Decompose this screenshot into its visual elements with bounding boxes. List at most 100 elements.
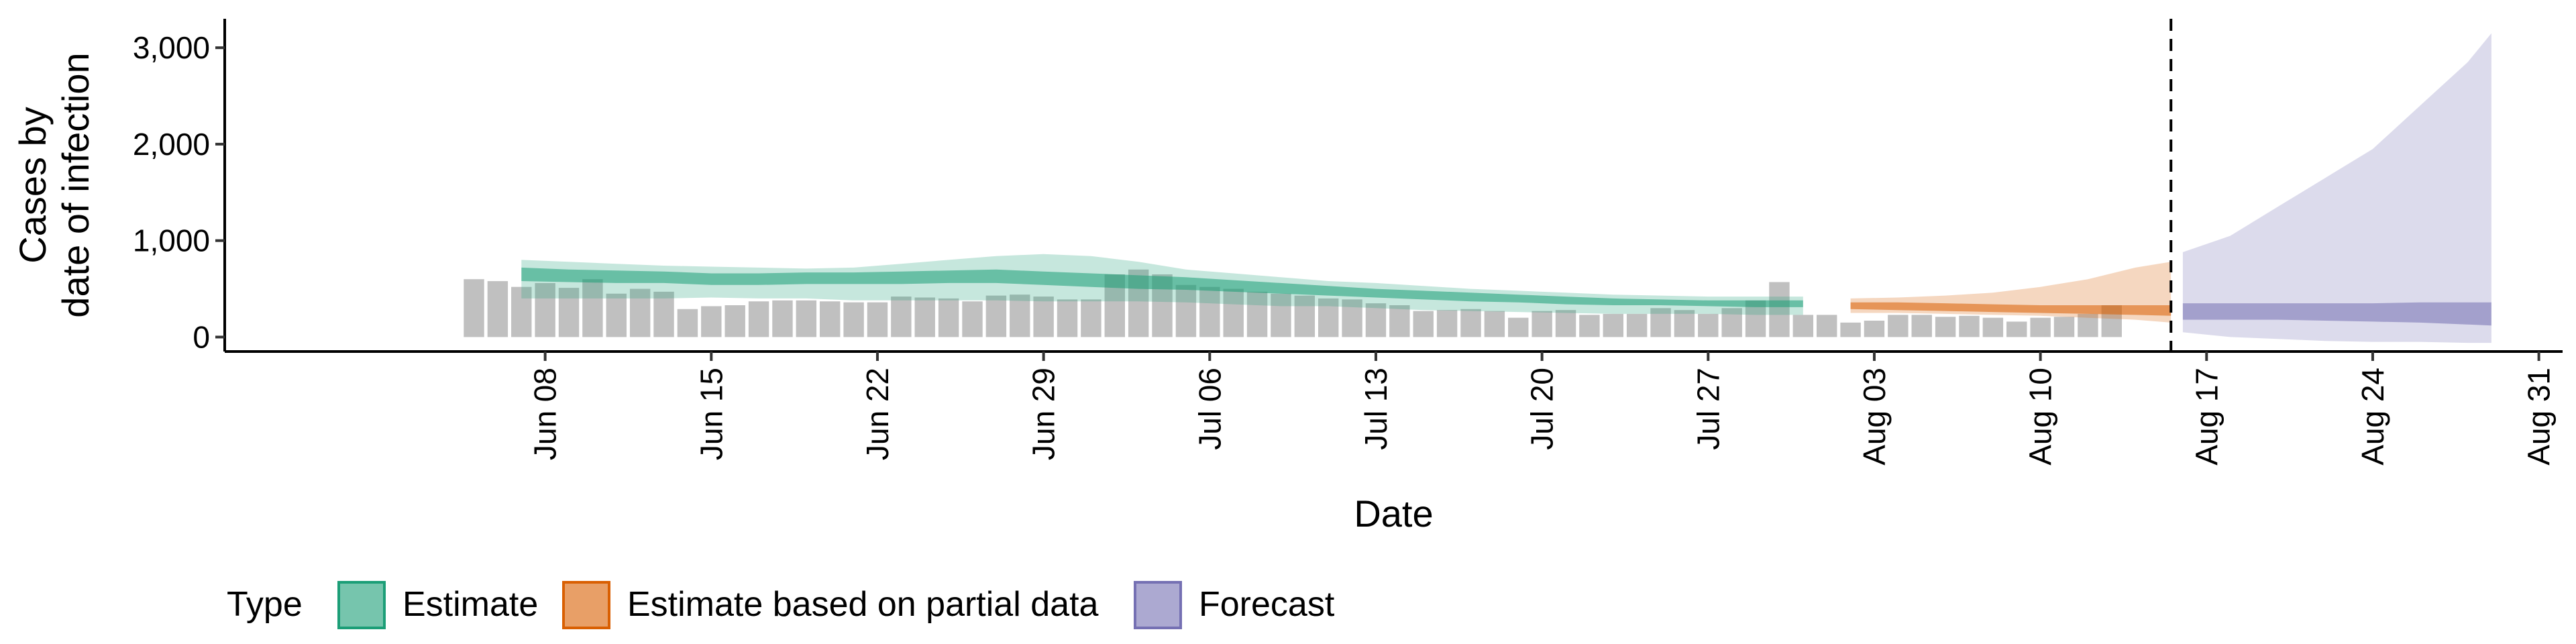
x-axis-title: Date bbox=[1354, 492, 1433, 535]
y-tick-label: 2,000 bbox=[133, 127, 210, 162]
case-bar bbox=[1010, 294, 1030, 337]
series-1-band-50 bbox=[1850, 302, 2171, 316]
case-bar bbox=[629, 288, 651, 337]
case-bar bbox=[1342, 299, 1362, 337]
case-bar bbox=[1555, 310, 1576, 337]
case-bar bbox=[1413, 311, 1434, 337]
legend: Type Estimate Estimate based on partial d… bbox=[227, 581, 1335, 629]
case-bar bbox=[1911, 315, 1932, 337]
case-bar bbox=[1935, 317, 1956, 337]
x-tick-label: Aug 24 bbox=[2355, 368, 2390, 466]
case-bar bbox=[1650, 308, 1671, 337]
legend-key-1 bbox=[562, 581, 610, 629]
case-bar bbox=[1271, 293, 1291, 337]
legend-key-2 bbox=[1134, 581, 1182, 629]
x-tick-label: Aug 31 bbox=[2522, 368, 2557, 466]
case-bar bbox=[1721, 308, 1742, 337]
series-2-band-50 bbox=[2182, 302, 2491, 326]
legend-title: Type bbox=[227, 585, 303, 624]
case-bar bbox=[1175, 284, 1197, 337]
case-bar bbox=[914, 297, 935, 337]
case-bar bbox=[938, 298, 959, 337]
y-axis-title-line-1: Cases by bbox=[11, 107, 54, 263]
x-tick-label: Jun 22 bbox=[860, 368, 895, 460]
case-bar bbox=[1508, 317, 1529, 337]
case-bar bbox=[724, 305, 745, 337]
case-bar bbox=[772, 300, 793, 337]
case-bar bbox=[582, 279, 603, 337]
series-0-band-50 bbox=[521, 267, 1803, 307]
y-tick-label: 0 bbox=[193, 319, 210, 354]
case-bar bbox=[1365, 303, 1387, 337]
x-tick-label: Jun 08 bbox=[528, 368, 563, 460]
case-bar bbox=[819, 301, 841, 337]
x-tick-label: Aug 10 bbox=[2023, 368, 2058, 466]
x-tick-label: Jul 13 bbox=[1358, 368, 1393, 450]
x-tick-label: Aug 03 bbox=[1857, 368, 1892, 466]
case-bar bbox=[1246, 291, 1268, 337]
case-bar bbox=[843, 302, 864, 337]
axes: 0 1,000 2,000 3,000 Jun 08 Jun 15 Jun 22 Jun 29… bbox=[133, 19, 2563, 466]
legend-label-0: Estimate bbox=[402, 585, 538, 624]
case-bar bbox=[1460, 309, 1481, 337]
x-tick-label: Jul 27 bbox=[1690, 368, 1725, 450]
case-bar bbox=[2053, 317, 2075, 337]
case-bar bbox=[867, 302, 888, 337]
case-bar bbox=[1982, 317, 2004, 337]
case-bar bbox=[2030, 317, 2051, 337]
case-bar bbox=[1057, 299, 1078, 337]
case-bar bbox=[796, 300, 817, 337]
case-bar bbox=[1864, 320, 1885, 337]
y-tick-label: 1,000 bbox=[133, 223, 210, 258]
case-bar bbox=[1579, 315, 1600, 337]
legend-label-1: Estimate based on partial data bbox=[627, 585, 1099, 624]
case-bar bbox=[2006, 321, 2027, 337]
case-bar bbox=[1769, 282, 1790, 337]
case-bar bbox=[2078, 313, 2098, 337]
case-bar bbox=[1223, 288, 1244, 337]
case-bar bbox=[1294, 295, 1316, 337]
case-bar bbox=[1959, 315, 1980, 337]
case-bar bbox=[1888, 315, 1909, 337]
estimate-bands bbox=[521, 33, 2491, 343]
case-bar bbox=[558, 288, 580, 337]
series-2-band-90 bbox=[2182, 33, 2491, 343]
case-bar bbox=[511, 286, 532, 337]
case-bar bbox=[1698, 313, 1719, 337]
case-bar bbox=[1816, 315, 1837, 337]
x-tick-label: Jun 29 bbox=[1026, 368, 1061, 460]
case-bar bbox=[1081, 299, 1102, 337]
case-bar bbox=[748, 301, 769, 337]
case-bar bbox=[962, 301, 983, 337]
case-bar bbox=[535, 282, 555, 337]
case-bar bbox=[1792, 315, 1814, 337]
case-bar bbox=[653, 291, 674, 337]
case-bar bbox=[1199, 286, 1220, 337]
case-bar bbox=[1532, 311, 1552, 337]
case-bar bbox=[1318, 298, 1339, 337]
case-bar bbox=[1674, 310, 1695, 337]
case-bar bbox=[464, 279, 484, 337]
legend-label-2: Forecast bbox=[1199, 585, 1335, 624]
x-tick-label: Jul 20 bbox=[1525, 368, 1560, 450]
case-bar bbox=[1626, 313, 1648, 337]
case-bar bbox=[891, 297, 912, 337]
case-bar bbox=[1484, 311, 1505, 337]
case-bar bbox=[1389, 305, 1410, 337]
x-tick-label: Jun 15 bbox=[694, 368, 729, 460]
legend-key-0 bbox=[337, 581, 386, 629]
case-bar bbox=[1436, 310, 1458, 337]
y-axis-title-line-2: date of infection bbox=[54, 52, 97, 317]
reported-cases-bars bbox=[464, 269, 2122, 337]
y-tick-label: 3,000 bbox=[133, 30, 210, 65]
case-bar bbox=[487, 281, 508, 337]
x-tick-label: Aug 17 bbox=[2189, 368, 2224, 466]
case-bar bbox=[1603, 313, 1623, 337]
x-tick-label: Jul 06 bbox=[1192, 368, 1227, 450]
case-bar bbox=[985, 295, 1007, 337]
case-bar bbox=[1840, 322, 1861, 337]
case-bar bbox=[701, 306, 722, 337]
case-bar bbox=[1033, 297, 1054, 337]
case-bar bbox=[677, 309, 698, 337]
